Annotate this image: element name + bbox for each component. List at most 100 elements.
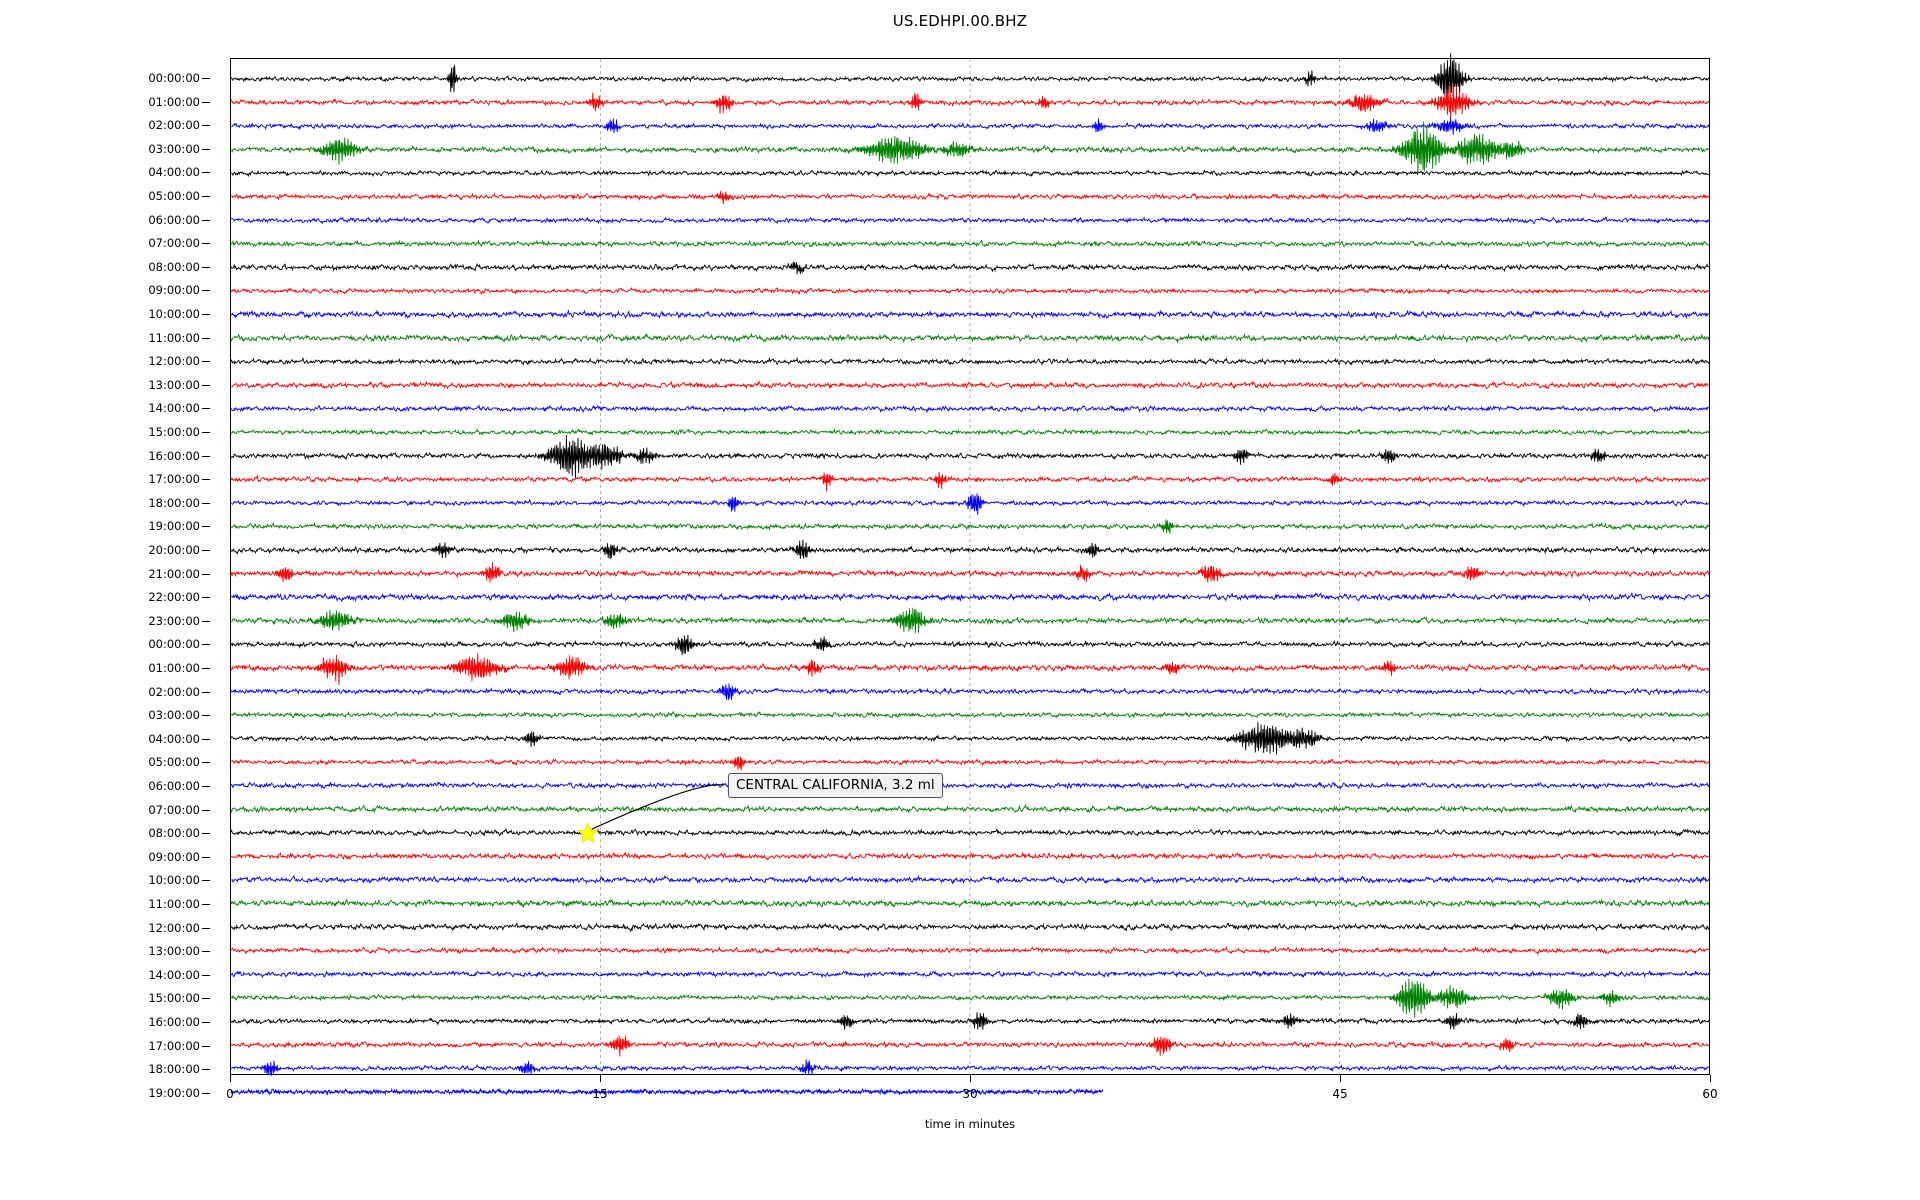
- y-tick-label: 12:00:00: [148, 354, 200, 369]
- y-tick-mark: [202, 974, 210, 976]
- trace-000000: [231, 53, 1709, 102]
- y-tick-mark: [202, 172, 210, 174]
- y-tick-mark: [202, 597, 210, 599]
- figure-title: US.EDHPI.00.BHZ: [892, 12, 1028, 30]
- trace-120000: [231, 358, 1709, 364]
- y-tick-mark: [202, 101, 210, 103]
- trace-190000: [231, 519, 1709, 533]
- y-tick-mark: [202, 951, 210, 953]
- trace-080000: [231, 262, 1709, 275]
- trace-090000: [231, 288, 1709, 294]
- y-tick-label: 03:00:00: [148, 708, 200, 723]
- trace-220000: [231, 593, 1709, 601]
- y-tick-label: 23:00:00: [148, 613, 200, 628]
- trace-050000: [231, 191, 1709, 204]
- y-tick-label: 14:00:00: [148, 967, 200, 982]
- y-tick-label: 16:00:00: [148, 448, 200, 463]
- trace-020000: [231, 683, 1709, 700]
- grid-layer: [231, 59, 1709, 1074]
- x-tick-label: 60: [1702, 1087, 1718, 1101]
- y-tick-label: 22:00:00: [148, 590, 200, 605]
- y-tick-mark: [202, 644, 210, 646]
- trace-150000: [231, 429, 1709, 435]
- trace-130000: [231, 382, 1709, 389]
- trace-layer: [231, 59, 1709, 1074]
- event-annotation-label: CENTRAL CALIFORNIA, 3.2 ml: [728, 773, 943, 798]
- y-tick-label: 12:00:00: [148, 920, 200, 935]
- trace-030000: [231, 712, 1709, 718]
- y-tick-mark: [202, 856, 210, 858]
- y-tick-mark: [202, 833, 210, 835]
- y-tick-mark: [202, 809, 210, 811]
- y-tick-label: 10:00:00: [148, 873, 200, 888]
- y-tick-mark: [202, 290, 210, 292]
- trace-080000: [231, 829, 1709, 836]
- y-tick-label: 01:00:00: [148, 94, 200, 109]
- y-tick-mark: [202, 337, 210, 339]
- y-tick-label: 05:00:00: [148, 755, 200, 770]
- x-tick-label: 0: [226, 1087, 234, 1101]
- trace-070000: [231, 805, 1709, 812]
- trace-100000: [231, 311, 1709, 318]
- trace-110000: [231, 334, 1709, 342]
- y-tick-mark: [202, 432, 210, 433]
- trace-230000: [231, 608, 1709, 633]
- y-tick-mark: [202, 762, 210, 764]
- y-tick-label: 19:00:00: [148, 1085, 200, 1100]
- x-tick-mark: [1340, 1075, 1341, 1082]
- y-tick-label: 02:00:00: [148, 118, 200, 133]
- y-tick-mark: [202, 361, 210, 363]
- y-tick-label: 13:00:00: [148, 377, 200, 392]
- y-tick-mark: [202, 219, 210, 221]
- trace-000000: [231, 635, 1709, 655]
- y-tick-label: 19:00:00: [148, 519, 200, 534]
- y-tick-mark: [202, 880, 210, 882]
- y-tick-mark: [202, 668, 210, 669]
- trace-100000: [231, 876, 1709, 883]
- y-tick-label: 07:00:00: [148, 802, 200, 817]
- y-tick-label: 01:00:00: [148, 661, 200, 675]
- trace-170000: [231, 1036, 1709, 1057]
- y-tick-mark: [202, 786, 210, 787]
- y-tick-mark: [202, 526, 210, 528]
- trace-160000: [231, 1012, 1709, 1030]
- trace-110000: [231, 900, 1709, 908]
- trace-060000: [231, 783, 1709, 789]
- y-tick-label: 17:00:00: [148, 1038, 200, 1053]
- y-tick-mark: [202, 243, 210, 245]
- y-tick-label: 11:00:00: [148, 330, 200, 345]
- y-tick-label: 06:00:00: [148, 212, 200, 227]
- x-tick-label: 45: [1332, 1087, 1348, 1101]
- y-tick-mark: [202, 691, 210, 693]
- trace-040000: [231, 170, 1709, 176]
- y-tick-label: 09:00:00: [148, 283, 200, 298]
- y-tick-label: 20:00:00: [148, 543, 200, 557]
- y-tick-label: 08:00:00: [148, 259, 200, 274]
- y-tick-mark: [202, 408, 210, 410]
- trace-120000: [231, 923, 1709, 931]
- y-tick-mark: [202, 715, 210, 717]
- y-tick-label: 07:00:00: [148, 236, 200, 251]
- y-tick-mark: [202, 620, 210, 622]
- y-tick-label: 14:00:00: [148, 401, 200, 416]
- trace-070000: [231, 241, 1709, 247]
- y-tick-label: 15:00:00: [148, 991, 200, 1006]
- y-tick-label: 13:00:00: [148, 944, 200, 959]
- y-tick-mark: [202, 550, 210, 551]
- trace-140000: [231, 406, 1709, 412]
- y-tick-label: 16:00:00: [148, 1015, 200, 1029]
- epicenter-star-icon: [576, 822, 599, 844]
- y-axis-labels: 00:00:00 01:00:00 02:00:00 03:00:00 04:00:00…: [0, 0, 230, 1200]
- x-tick-mark: [600, 1075, 601, 1082]
- y-tick-mark: [202, 266, 210, 268]
- y-tick-mark: [202, 148, 210, 150]
- trace-170000: [231, 472, 1709, 492]
- y-tick-label: 21:00:00: [148, 566, 200, 581]
- y-tick-mark: [202, 998, 210, 1000]
- x-axis-title: time in minutes: [924, 1117, 1016, 1131]
- x-tick-mark: [970, 1075, 971, 1082]
- trace-050000: [231, 756, 1709, 770]
- y-tick-mark: [202, 196, 210, 197]
- y-tick-label: 06:00:00: [148, 779, 200, 793]
